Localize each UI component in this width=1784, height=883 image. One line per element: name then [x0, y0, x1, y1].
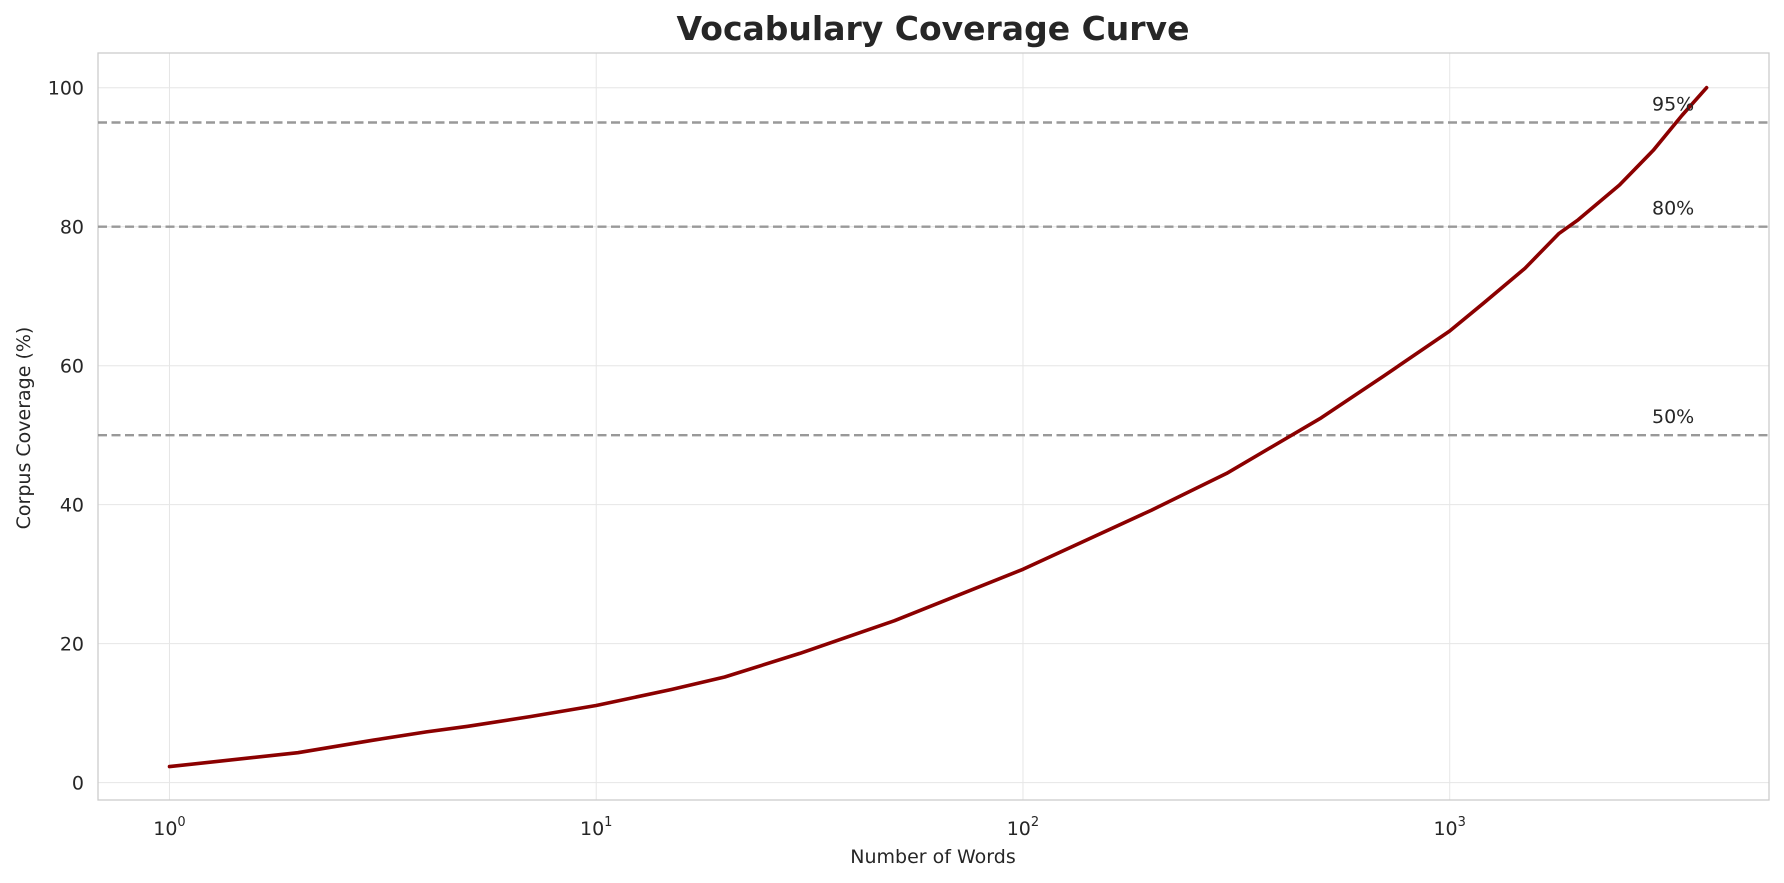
x-tick-label: 103: [1433, 815, 1465, 840]
y-axis-label: Corpus Coverage (%): [13, 327, 35, 530]
reference-labels: 50% 80% 95%: [1652, 93, 1694, 428]
y-tick-label: 0: [72, 773, 84, 795]
x-tick-label: 100: [153, 815, 185, 840]
y-tick-label: 80: [60, 217, 84, 239]
reference-label-50: 50%: [1652, 406, 1694, 428]
coverage-line: [167, 85, 1709, 769]
chart-title: Vocabulary Coverage Curve: [677, 9, 1190, 48]
y-tick-label: 20: [60, 634, 84, 656]
x-axis-label: Number of Words: [850, 846, 1015, 868]
plot-frame: [97, 52, 1770, 801]
series-layer: [167, 85, 1709, 769]
y-tick-label: 100: [48, 78, 84, 100]
y-tick-label: 40: [60, 495, 84, 517]
x-tick-label: 101: [580, 815, 612, 840]
y-tick-label: 60: [60, 356, 84, 378]
x-axis-ticks: 100 101 102 103: [153, 815, 1466, 840]
x-tick-label: 102: [1007, 815, 1039, 840]
reference-lines: [98, 121, 1769, 437]
grid: [98, 53, 1769, 800]
y-axis-ticks: 0 20 40 60 80 100: [48, 78, 84, 795]
reference-label-95: 95%: [1652, 93, 1694, 115]
reference-label-80: 80%: [1652, 198, 1694, 220]
